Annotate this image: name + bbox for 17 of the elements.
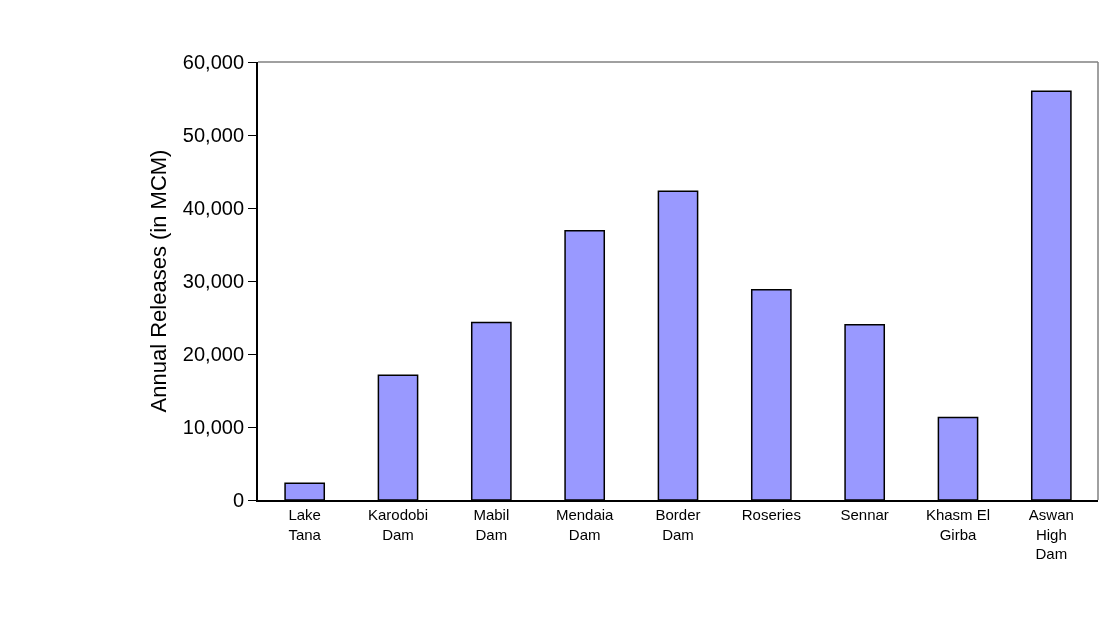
x-tick-label: Border Dam: [655, 506, 701, 543]
x-tick-label: Mabil Dam: [473, 506, 510, 543]
x-tick-label: Roseries: [741, 506, 801, 523]
y-tick-label: 40,000: [182, 197, 244, 219]
y-tick-label: 60,000: [182, 51, 244, 73]
x-tick-label: Sennar: [840, 506, 889, 523]
x-tick-label: Karodobi Dam: [367, 506, 429, 543]
x-tick-label: Mendaia Dam: [555, 506, 615, 543]
y-tick-label: 20,000: [182, 343, 244, 365]
y-tick-label: 0: [232, 489, 244, 511]
x-tick-label: Khasm El Girba: [925, 506, 991, 543]
y-tick-label: 30,000: [182, 270, 244, 292]
y-tick-label: 10,000: [182, 416, 244, 438]
y-tick-label: 50,000: [182, 124, 244, 146]
x-tick-label: Lake Tana: [288, 506, 322, 543]
y-axis-title: Annual Releases (in MCM): [146, 149, 172, 413]
x-tick-label: Aswan High Dam: [1028, 506, 1074, 562]
